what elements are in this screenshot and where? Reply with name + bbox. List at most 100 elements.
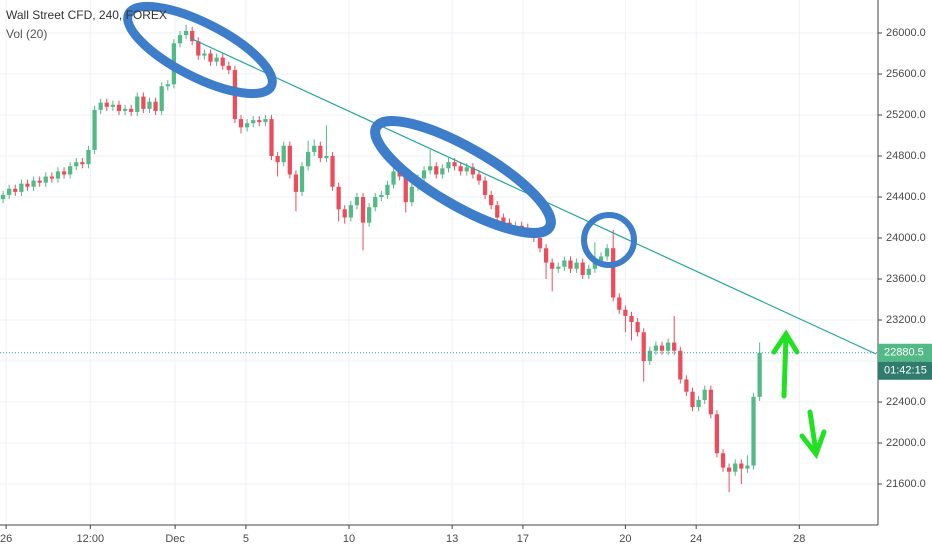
x-tick-label: 24 [690,533,702,545]
candle-body [611,248,616,298]
candle-body [74,162,79,167]
candle-body [580,262,585,275]
candle-body [159,86,164,111]
candle-body [348,205,353,218]
candle-body [446,162,451,169]
candle-body [342,209,347,218]
candle-body [720,453,726,468]
price-label: 22880.5 [884,347,924,359]
candle-body [251,120,256,124]
candle-body [672,342,677,351]
candle-body [110,104,116,107]
candle-body [452,162,457,167]
candle-body [147,101,152,109]
y-tick-label: 22400.0 [886,396,926,408]
candle-body [586,268,591,275]
price-box [878,343,932,362]
candle-body [220,57,225,66]
grid [0,0,878,525]
candle-body [244,123,250,128]
candle-body [299,166,305,192]
candle-body [629,315,634,323]
candle-body [141,96,146,109]
candle-body [269,119,274,157]
candle-body [226,65,231,70]
candle-body [733,463,738,472]
candle-body [641,332,646,362]
candle-body [287,145,292,175]
candle-body [336,186,341,210]
y-tick-label: 25600.0 [886,68,926,80]
candle-body [238,119,244,128]
candle-body [617,297,622,310]
candle-body [165,84,170,87]
candle-body [702,389,707,400]
candle-body [129,108,134,112]
y-tick-label: 23600.0 [886,273,926,285]
y-tick-label: 24800.0 [886,150,926,162]
highlight-ellipse [123,1,277,99]
y-tick-label: 23200.0 [886,314,926,326]
x-tick-label: Dec [165,533,185,545]
candle-body [403,176,408,203]
candle-body [440,168,445,175]
candle-body [37,180,42,183]
candle-body [495,205,500,218]
candle-body [635,322,640,333]
candle-body [482,180,488,195]
candle-body [86,149,91,165]
x-tick-label: 28 [793,533,805,545]
candle-body [68,166,73,175]
candle-body [592,262,598,269]
x-tick-label: 12:00 [77,533,105,545]
candle-body [598,256,604,263]
candle-body [293,174,299,192]
candle-body [385,184,390,195]
countdown-label: 01:42:15 [884,365,927,377]
candle-body [489,194,494,206]
candle-body [745,465,750,469]
candle-body [7,188,12,195]
y-tick-label: 21600.0 [886,478,926,490]
candle-body [714,414,720,454]
candle-body [647,350,652,362]
candle-body [116,104,122,111]
x-tick-label: 26 [0,533,12,545]
y-tick-label: 24400.0 [886,191,926,203]
candle-body [13,188,18,192]
candle-body [537,238,543,249]
candle-body [122,108,128,111]
candle-body [19,183,24,192]
candle-body [80,162,85,165]
candle-body [153,101,158,111]
candle-body [25,183,30,187]
candle-body [190,30,195,42]
candle-body [501,217,506,223]
candle-body [196,41,201,56]
y-tick-label: 24000.0 [886,232,926,244]
candle-body [324,156,329,159]
highlight-ellipse [370,116,556,238]
candle-body [202,53,207,56]
candle-body [574,262,579,269]
candle-body [305,151,311,167]
y-tick-label: 25200.0 [886,109,926,121]
candle-body [604,248,610,257]
chart-title: Wall Street CFD, 240, FOREX [6,8,167,22]
candle-body [458,166,463,172]
candle-body [281,145,286,163]
down-arrow [799,409,827,460]
candle-body [623,309,628,316]
candle-body [61,171,67,175]
y-tick-label: 22000.0 [886,437,926,449]
candle-body [726,467,732,472]
candle-body [690,391,695,408]
candle-body [708,389,713,415]
candle-body [665,342,671,351]
candle-body [739,463,744,469]
candle-body [318,145,323,159]
candle-body [379,194,384,198]
candle-body [214,57,219,62]
candle-body [183,30,189,36]
candle-body [275,156,280,163]
